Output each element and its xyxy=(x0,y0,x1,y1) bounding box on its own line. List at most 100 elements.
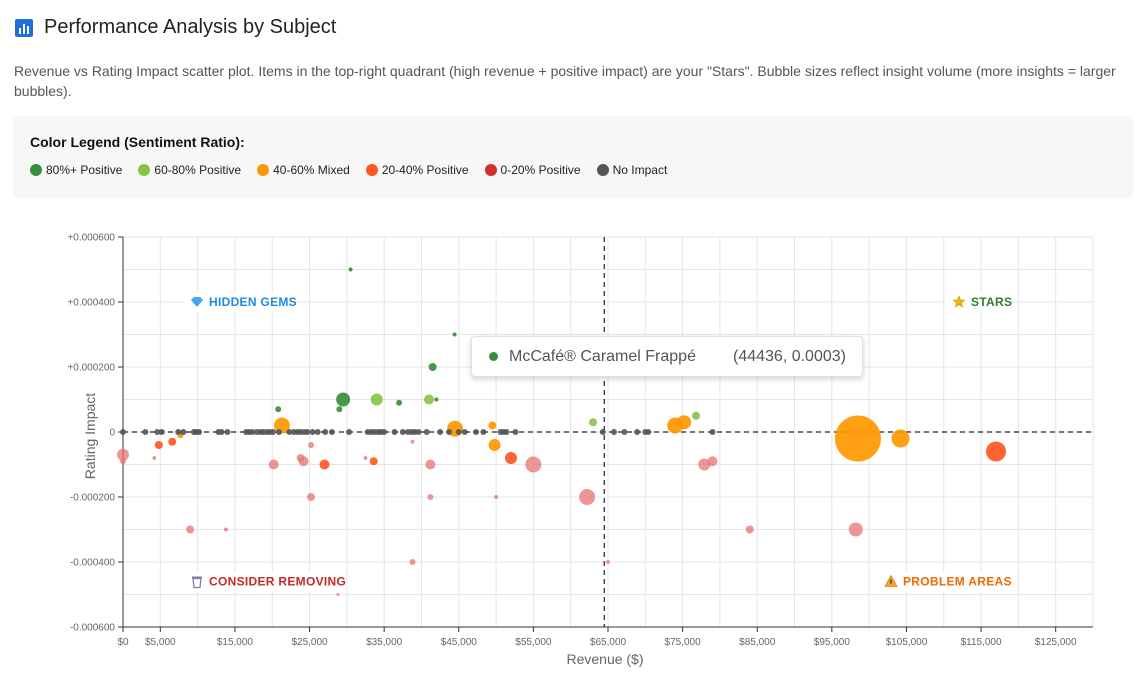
x-tick-label: $115,000 xyxy=(961,637,1002,648)
data-point-no-impact[interactable] xyxy=(309,429,316,435)
quadrant-label-bg xyxy=(878,571,1003,592)
data-point[interactable] xyxy=(223,527,228,532)
legend-label: 60-80% Positive xyxy=(154,163,242,177)
x-tick-label: $125,000 xyxy=(1035,637,1077,648)
y-axis-title: Rating Impact xyxy=(82,393,98,479)
data-point[interactable] xyxy=(336,593,340,596)
data-point[interactable] xyxy=(152,456,157,460)
data-point-no-impact[interactable] xyxy=(269,429,276,435)
legend-swatch xyxy=(484,164,497,176)
data-point[interactable] xyxy=(452,332,457,337)
data-point-no-impact[interactable] xyxy=(503,429,510,435)
data-point-no-impact[interactable] xyxy=(304,429,311,435)
data-point-no-impact[interactable] xyxy=(120,429,126,435)
data-point-no-impact[interactable] xyxy=(610,429,617,435)
data-point[interactable] xyxy=(707,456,718,467)
data-point-no-impact[interactable] xyxy=(399,429,406,435)
data-point[interactable] xyxy=(117,448,129,461)
data-point-no-impact[interactable] xyxy=(196,429,203,435)
data-point-no-impact[interactable] xyxy=(472,429,479,435)
data-point[interactable] xyxy=(427,494,434,500)
data-point[interactable] xyxy=(677,415,692,430)
data-point-no-impact[interactable] xyxy=(322,429,329,435)
data-point[interactable] xyxy=(369,457,378,466)
data-point[interactable] xyxy=(275,406,282,413)
data-point-no-impact[interactable] xyxy=(249,429,256,435)
data-point[interactable] xyxy=(307,493,316,501)
data-point[interactable] xyxy=(186,525,195,534)
data-point[interactable] xyxy=(579,489,596,505)
data-point[interactable] xyxy=(120,458,126,465)
data-point-no-impact[interactable] xyxy=(328,429,335,435)
data-point-no-impact[interactable] xyxy=(218,429,225,435)
data-point[interactable] xyxy=(834,415,881,462)
legend-swatch xyxy=(30,164,42,176)
data-point-no-impact[interactable] xyxy=(461,429,468,435)
data-point-no-impact[interactable] xyxy=(621,429,628,435)
data-point[interactable] xyxy=(589,418,598,427)
data-point-no-impact[interactable] xyxy=(634,429,641,435)
data-point[interactable] xyxy=(168,437,177,446)
data-point-no-impact[interactable] xyxy=(381,429,388,435)
data-point[interactable] xyxy=(488,421,497,430)
data-point[interactable] xyxy=(692,411,701,420)
data-point[interactable] xyxy=(494,495,499,499)
data-point[interactable] xyxy=(336,406,343,413)
data-point[interactable] xyxy=(298,456,309,467)
data-point-no-impact[interactable] xyxy=(314,429,321,435)
data-point-no-impact[interactable] xyxy=(645,429,652,435)
data-point-no-impact[interactable] xyxy=(415,429,422,435)
legend-item-60-80-positive: 60-80% Positive xyxy=(138,163,241,177)
data-point-no-impact[interactable] xyxy=(391,429,398,435)
data-point[interactable] xyxy=(396,399,403,406)
data-point-no-impact[interactable] xyxy=(286,429,293,435)
data-point-no-impact[interactable] xyxy=(175,429,182,435)
data-point[interactable] xyxy=(505,452,517,464)
data-point-no-impact[interactable] xyxy=(446,429,453,435)
data-point-no-impact[interactable] xyxy=(512,429,519,435)
data-point-no-impact[interactable] xyxy=(275,429,282,435)
data-point[interactable] xyxy=(410,439,415,444)
x-tick-label: $5,000 xyxy=(145,637,176,648)
quadrant-label-bg xyxy=(184,571,338,592)
data-point-no-impact[interactable] xyxy=(154,429,161,435)
data-point[interactable] xyxy=(423,394,434,405)
data-point[interactable] xyxy=(848,522,863,537)
x-axis-title: Revenue ($) xyxy=(566,651,643,667)
data-point-no-impact[interactable] xyxy=(158,429,165,435)
data-point[interactable] xyxy=(488,439,501,451)
data-point[interactable] xyxy=(745,525,754,534)
data-point[interactable] xyxy=(525,456,542,473)
data-point-no-impact[interactable] xyxy=(599,429,606,435)
data-point[interactable] xyxy=(986,441,1006,462)
data-point-no-impact[interactable] xyxy=(480,429,487,435)
data-point-no-impact[interactable] xyxy=(423,429,430,435)
data-point[interactable] xyxy=(268,459,279,470)
data-point[interactable] xyxy=(370,393,383,406)
data-point[interactable] xyxy=(363,456,368,460)
data-point-no-impact[interactable] xyxy=(709,429,716,435)
data-point[interactable] xyxy=(606,560,610,564)
scatter-chart[interactable]: $0 $5,000 $15,000 $25,000 $35,000 $45,000 $55,… xyxy=(0,220,1146,680)
legend-item-0-20-positive: 0-20% Positive xyxy=(484,163,581,177)
data-point-no-impact[interactable] xyxy=(346,429,353,435)
data-point[interactable] xyxy=(154,441,163,449)
data-point-no-impact[interactable] xyxy=(455,429,462,435)
data-point-no-impact[interactable] xyxy=(437,429,444,435)
data-point[interactable] xyxy=(428,363,437,371)
legend-swatch xyxy=(365,164,378,176)
data-point[interactable] xyxy=(308,442,315,448)
data-point[interactable] xyxy=(698,458,711,471)
data-point-no-impact[interactable] xyxy=(180,429,187,435)
data-point[interactable] xyxy=(336,392,351,407)
data-point-no-impact[interactable] xyxy=(224,429,231,435)
y-tick-label: -0.000400 xyxy=(70,558,115,569)
data-point[interactable] xyxy=(434,397,439,402)
data-point[interactable] xyxy=(348,267,353,272)
data-point[interactable] xyxy=(319,459,330,470)
point-tooltip: McCafé® Caramel Frappé (44436, 0.0003) xyxy=(471,336,863,377)
data-point[interactable] xyxy=(425,459,436,470)
data-point[interactable] xyxy=(409,559,416,565)
data-point[interactable] xyxy=(891,429,910,448)
data-point-no-impact[interactable] xyxy=(142,429,149,435)
